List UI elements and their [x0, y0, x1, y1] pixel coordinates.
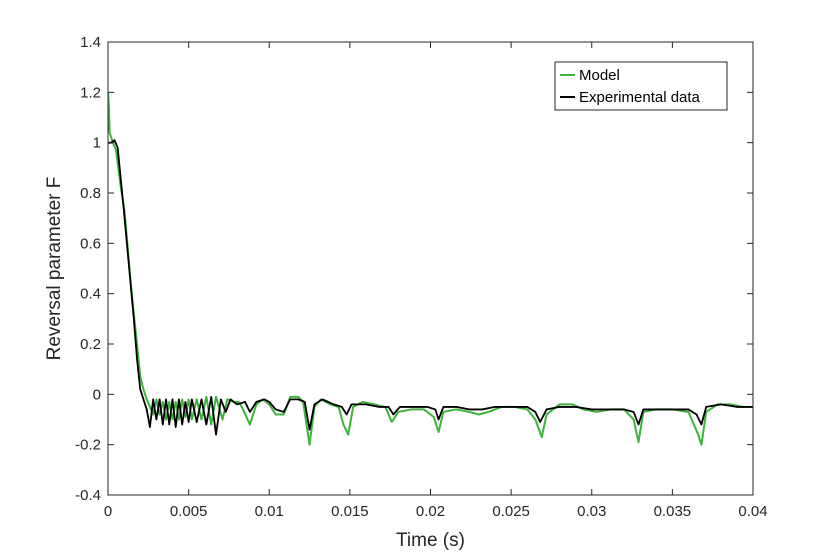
y-tick-label: 0.8: [80, 185, 101, 202]
x-tick-label: 0.035: [654, 503, 692, 520]
x-tick-label: 0.04: [738, 503, 767, 520]
legend: Model Experimental data: [554, 61, 728, 111]
ticks-layer: 0 0.005 0.01 0.015 0.02 0.025 0.03 0.035 0.04 -0.…: [75, 34, 767, 520]
x-axis-label: Time (s): [396, 530, 465, 551]
y-tick-label: 1: [93, 135, 101, 152]
legend-entry: Experimental data: [579, 89, 701, 106]
series-layer: [108, 92, 753, 446]
legend-box: [554, 61, 728, 111]
y-tick-label: -0.2: [75, 437, 101, 454]
y-axis-label: Reversal parameter F: [44, 177, 65, 361]
x-tick-label: 0: [104, 503, 112, 520]
y-tick-label: 1.2: [80, 84, 101, 101]
x-tick-label: 0.03: [577, 503, 606, 520]
series-line-experimental-data: [108, 139, 753, 436]
y-tick-label: 1.4: [80, 34, 101, 51]
y-tick-label: 0: [93, 386, 101, 403]
y-tick-label: -0.4: [75, 487, 101, 504]
y-tick-label: 0.2: [80, 336, 101, 353]
series-line-model: [108, 92, 753, 446]
x-tick-label: 0.005: [170, 503, 208, 520]
x-tick-label: 0.025: [492, 503, 530, 520]
x-tick-label: 0.015: [331, 503, 369, 520]
x-tick-label: 0.02: [416, 503, 445, 520]
x-tick-label: 0.01: [255, 503, 284, 520]
y-tick-label: 0.4: [80, 286, 101, 303]
legend-entry: Model: [579, 67, 620, 84]
y-tick-label: 0.6: [80, 235, 101, 252]
